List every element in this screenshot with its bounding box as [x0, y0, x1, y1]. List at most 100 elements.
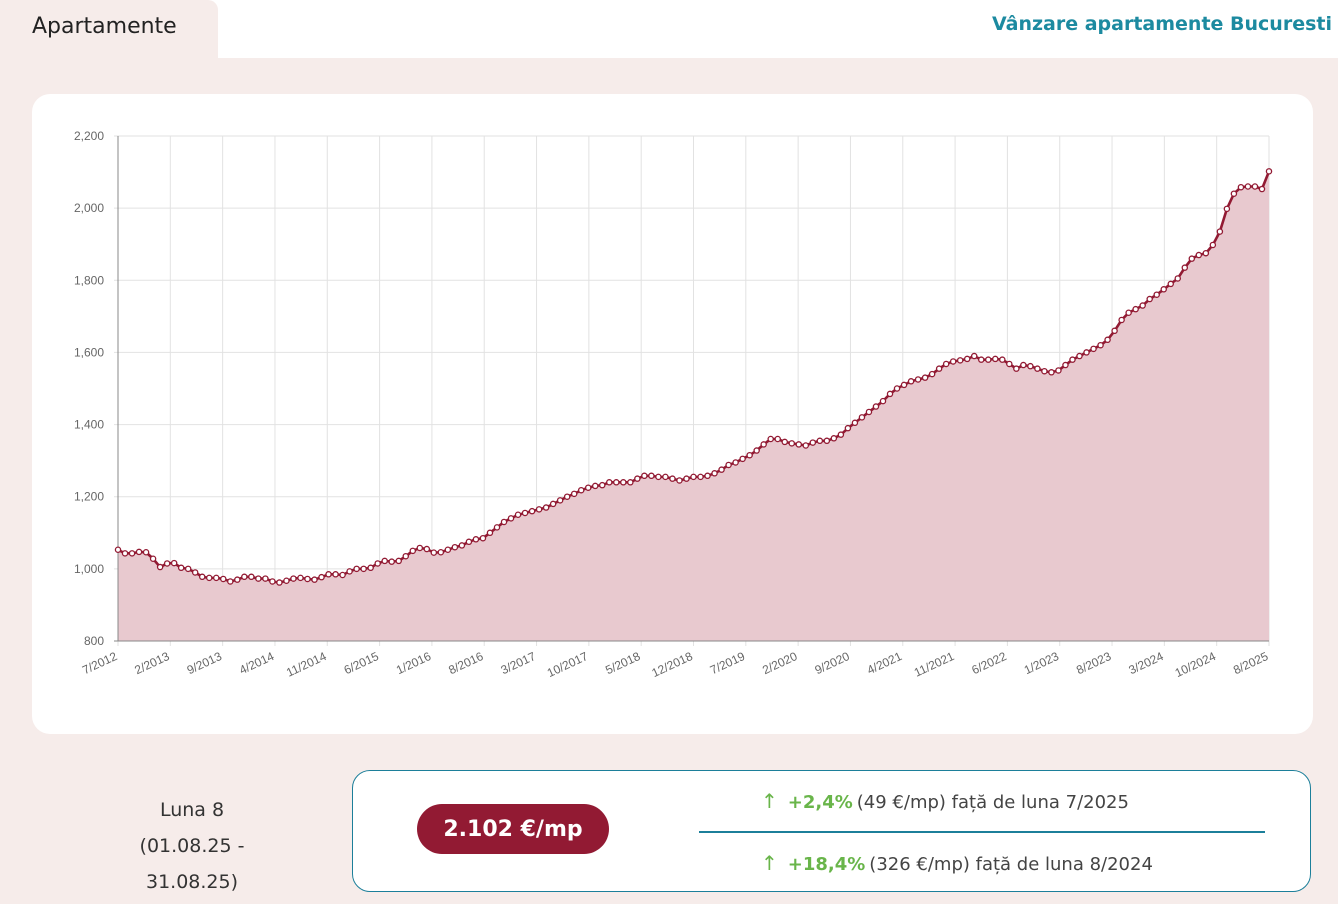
- data-point[interactable]: [781, 438, 788, 446]
- data-point[interactable]: [1034, 365, 1041, 372]
- data-point[interactable]: [591, 482, 599, 490]
- data-point[interactable]: [1027, 362, 1034, 370]
- data-point[interactable]: [774, 435, 781, 443]
- data-point[interactable]: [599, 481, 606, 489]
- data-point[interactable]: [655, 473, 662, 481]
- data-point[interactable]: [339, 571, 346, 579]
- data-point[interactable]: [963, 355, 971, 363]
- data-point[interactable]: [1125, 309, 1132, 316]
- data-point[interactable]: [627, 479, 634, 486]
- data-point[interactable]: [942, 360, 950, 368]
- data-point[interactable]: [388, 558, 395, 565]
- data-point[interactable]: [500, 518, 508, 526]
- data-point[interactable]: [472, 536, 480, 543]
- data-point[interactable]: [528, 507, 536, 515]
- data-point[interactable]: [283, 577, 290, 585]
- data-point[interactable]: [423, 545, 431, 553]
- data-point[interactable]: [739, 455, 746, 463]
- data-point[interactable]: [760, 441, 767, 448]
- data-point[interactable]: [177, 564, 185, 572]
- data-point[interactable]: [521, 509, 529, 517]
- data-point[interactable]: [332, 571, 339, 578]
- data-point[interactable]: [142, 549, 150, 556]
- data-point[interactable]: [255, 575, 262, 582]
- data-point[interactable]: [711, 470, 718, 477]
- data-point[interactable]: [563, 493, 571, 500]
- data-point[interactable]: [816, 437, 824, 445]
- data-point[interactable]: [606, 479, 613, 486]
- data-point[interactable]: [1223, 205, 1231, 213]
- data-point[interactable]: [549, 500, 557, 508]
- data-point[interactable]: [1202, 249, 1210, 257]
- data-point[interactable]: [676, 477, 683, 484]
- data-point[interactable]: [213, 574, 220, 582]
- data-point[interactable]: [1020, 361, 1027, 369]
- data-point[interactable]: [795, 441, 803, 448]
- data-point[interactable]: [290, 575, 297, 582]
- data-point[interactable]: [570, 490, 578, 498]
- data-point[interactable]: [1090, 345, 1097, 353]
- data-point[interactable]: [304, 575, 311, 583]
- data-point[interactable]: [900, 381, 908, 389]
- data-point[interactable]: [732, 459, 739, 466]
- data-point[interactable]: [416, 544, 424, 552]
- data-point[interactable]: [823, 437, 831, 445]
- data-point[interactable]: [1174, 275, 1182, 282]
- data-point[interactable]: [697, 473, 704, 481]
- data-point[interactable]: [1055, 367, 1062, 374]
- data-point[interactable]: [584, 484, 592, 491]
- data-point[interactable]: [746, 451, 753, 459]
- data-point[interactable]: [451, 543, 459, 551]
- data-point[interactable]: [514, 511, 522, 518]
- data-point[interactable]: [437, 549, 445, 556]
- data-point[interactable]: [1083, 349, 1090, 356]
- data-point[interactable]: [346, 568, 353, 575]
- data-point[interactable]: [556, 497, 564, 504]
- data-point[interactable]: [227, 578, 234, 585]
- data-point[interactable]: [360, 565, 367, 573]
- data-point[interactable]: [1195, 251, 1203, 259]
- data-point[interactable]: [1181, 264, 1189, 271]
- data-point[interactable]: [956, 357, 964, 364]
- data-point[interactable]: [985, 356, 992, 363]
- data-point[interactable]: [690, 473, 697, 481]
- data-point[interactable]: [907, 378, 915, 385]
- sale-apartments-link[interactable]: Vânzare apartamente Bucuresti: [991, 13, 1332, 35]
- data-point[interactable]: [205, 574, 213, 582]
- data-point[interactable]: [1265, 168, 1273, 175]
- data-point[interactable]: [999, 356, 1006, 363]
- data-point[interactable]: [648, 472, 655, 480]
- data-point[interactable]: [374, 560, 381, 567]
- data-point[interactable]: [191, 569, 199, 576]
- data-point[interactable]: [430, 549, 438, 556]
- data-point[interactable]: [1237, 183, 1245, 191]
- data-point[interactable]: [276, 579, 283, 586]
- data-point[interactable]: [921, 374, 929, 381]
- data-point[interactable]: [1230, 190, 1238, 197]
- data-point[interactable]: [851, 419, 859, 427]
- data-point[interactable]: [992, 355, 999, 363]
- data-point[interactable]: [718, 466, 725, 473]
- data-point[interactable]: [669, 475, 676, 482]
- data-point[interactable]: [865, 408, 873, 416]
- data-point[interactable]: [802, 442, 810, 449]
- data-point[interactable]: [114, 546, 122, 553]
- data-point[interactable]: [409, 547, 417, 555]
- data-point[interactable]: [725, 461, 732, 469]
- data-point[interactable]: [1216, 228, 1224, 235]
- data-point[interactable]: [1111, 327, 1118, 335]
- data-point[interactable]: [928, 370, 936, 378]
- data-point[interactable]: [170, 559, 178, 567]
- data-point[interactable]: [809, 439, 817, 446]
- data-point[interactable]: [220, 575, 227, 583]
- data-point[interactable]: [297, 574, 304, 582]
- data-point[interactable]: [830, 435, 838, 442]
- data-point[interactable]: [935, 365, 943, 372]
- data-point[interactable]: [620, 479, 627, 486]
- data-point[interactable]: [444, 546, 452, 553]
- data-point[interactable]: [262, 575, 269, 582]
- data-point[interactable]: [1006, 360, 1013, 368]
- data-point[interactable]: [1013, 365, 1020, 372]
- data-point[interactable]: [767, 435, 774, 443]
- data-point[interactable]: [858, 414, 866, 421]
